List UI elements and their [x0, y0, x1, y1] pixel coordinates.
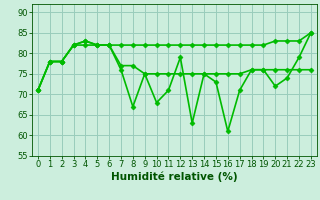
X-axis label: Humidité relative (%): Humidité relative (%)	[111, 172, 238, 182]
